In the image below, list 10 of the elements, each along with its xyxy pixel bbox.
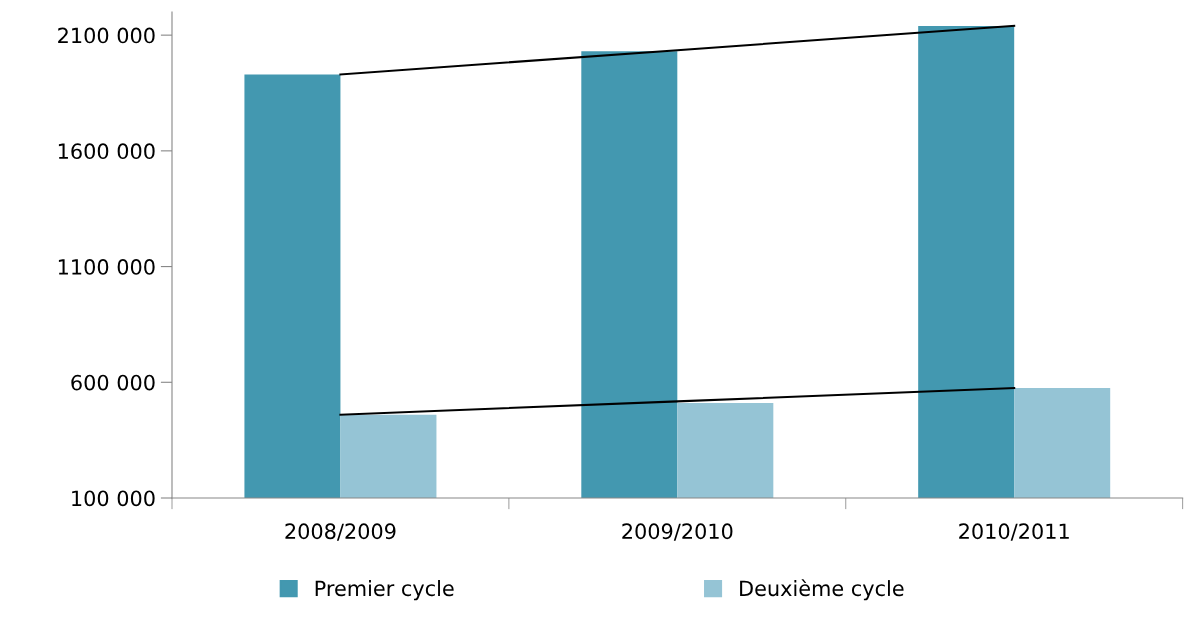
y-tick-label: 2100 000: [58, 27, 155, 44]
x-tick-label: 2009/2010: [622, 523, 733, 541]
x-tick-label: 2008/2009: [285, 523, 396, 541]
y-tick-label: 1600 000: [58, 143, 155, 160]
y-tick-label: 600 000: [71, 374, 155, 391]
y-tick-label: 100 000: [72, 490, 155, 507]
legend-label: Deuxième cycle: [740, 579, 904, 601]
legend-label: Premier cycle: [315, 580, 454, 601]
x-tick-label: 2010/2011: [959, 523, 1069, 541]
y-tick-label: 1100 000: [58, 259, 155, 275]
